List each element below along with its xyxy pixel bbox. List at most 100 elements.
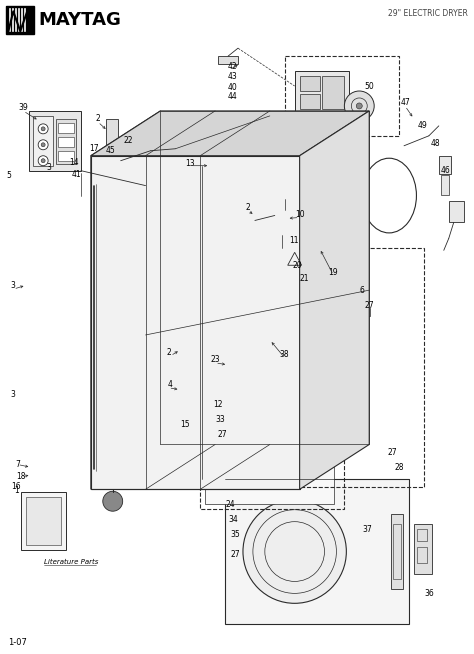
Bar — [99, 445, 117, 455]
Bar — [99, 319, 117, 329]
Text: 5: 5 — [6, 171, 11, 180]
Circle shape — [38, 124, 48, 134]
Bar — [99, 337, 117, 347]
Text: 27: 27 — [365, 301, 374, 309]
Circle shape — [243, 500, 346, 604]
Text: 11: 11 — [289, 236, 299, 245]
Text: 23: 23 — [210, 355, 220, 364]
Bar — [300, 76, 319, 91]
Text: 27: 27 — [230, 549, 240, 559]
Text: 42: 42 — [227, 61, 237, 71]
Bar — [99, 301, 117, 311]
Bar — [391, 514, 403, 589]
Polygon shape — [91, 111, 369, 156]
Bar — [441, 175, 449, 194]
Bar — [275, 211, 292, 224]
Text: 12: 12 — [213, 400, 223, 409]
Bar — [6, 7, 34, 34]
Bar — [99, 409, 117, 419]
Bar — [29, 111, 81, 171]
Text: 1: 1 — [14, 486, 18, 495]
Text: 38: 38 — [280, 351, 290, 360]
Polygon shape — [300, 111, 369, 489]
Text: 21: 21 — [300, 274, 310, 283]
Bar — [225, 479, 409, 624]
Text: Literature Parts: Literature Parts — [44, 559, 99, 565]
Text: 14: 14 — [69, 158, 79, 167]
Bar — [6, 7, 34, 34]
Text: 44: 44 — [227, 92, 237, 101]
Bar — [99, 462, 117, 472]
Text: 22: 22 — [124, 136, 133, 145]
Bar — [99, 426, 117, 436]
Circle shape — [208, 290, 351, 434]
Bar — [99, 283, 117, 293]
Text: 10: 10 — [295, 210, 304, 219]
Text: 2: 2 — [95, 114, 100, 124]
Circle shape — [38, 140, 48, 150]
Bar — [295, 71, 349, 121]
Text: 3: 3 — [11, 390, 16, 399]
Text: 27: 27 — [387, 448, 397, 457]
Bar — [218, 56, 238, 64]
Text: 39: 39 — [18, 103, 28, 112]
Circle shape — [41, 159, 45, 163]
Bar — [56, 119, 76, 164]
Bar — [439, 156, 451, 174]
Bar — [417, 547, 427, 563]
Text: 34: 34 — [228, 515, 238, 524]
Text: 6: 6 — [360, 286, 365, 295]
Text: 24: 24 — [225, 500, 235, 509]
Bar — [99, 355, 117, 365]
Text: 36: 36 — [424, 589, 434, 598]
Bar — [106, 119, 118, 179]
Text: 35: 35 — [230, 530, 240, 539]
Text: 15: 15 — [181, 420, 190, 429]
Bar — [58, 151, 74, 161]
Bar — [280, 209, 298, 230]
Bar — [417, 529, 427, 541]
Text: 28: 28 — [394, 463, 404, 472]
Bar — [99, 390, 117, 401]
Text: 45: 45 — [106, 146, 116, 155]
Polygon shape — [91, 156, 300, 489]
Text: 47: 47 — [400, 99, 410, 107]
Circle shape — [103, 491, 123, 511]
Bar — [322, 76, 345, 109]
Bar — [414, 524, 432, 574]
Circle shape — [41, 143, 45, 146]
Text: 4: 4 — [168, 380, 173, 389]
Text: 33: 33 — [215, 415, 225, 424]
Bar — [33, 116, 53, 165]
Bar — [393, 524, 401, 579]
Circle shape — [345, 91, 374, 121]
Circle shape — [41, 127, 45, 131]
Bar — [26, 497, 61, 545]
Text: 20: 20 — [293, 261, 302, 269]
Text: 27: 27 — [217, 430, 227, 439]
Bar — [449, 201, 464, 222]
Bar — [205, 220, 335, 504]
Text: 18: 18 — [17, 472, 26, 481]
Bar — [200, 215, 345, 509]
Text: 50: 50 — [365, 82, 374, 90]
Bar — [99, 211, 117, 222]
Text: 16: 16 — [11, 482, 21, 490]
Bar — [300, 94, 319, 109]
Text: 40: 40 — [227, 82, 237, 92]
Circle shape — [356, 103, 362, 109]
Text: 37: 37 — [362, 525, 372, 534]
Bar — [21, 492, 66, 550]
Polygon shape — [91, 111, 161, 489]
Bar — [99, 230, 117, 239]
Text: 43: 43 — [227, 71, 237, 80]
Text: 2: 2 — [246, 203, 250, 212]
Text: 1-07: 1-07 — [9, 638, 27, 647]
Text: 17: 17 — [89, 145, 99, 153]
Bar — [58, 123, 74, 133]
Text: 13: 13 — [185, 159, 195, 168]
Bar — [285, 56, 399, 136]
Bar — [58, 137, 74, 146]
Circle shape — [38, 156, 48, 165]
Bar — [99, 266, 117, 275]
